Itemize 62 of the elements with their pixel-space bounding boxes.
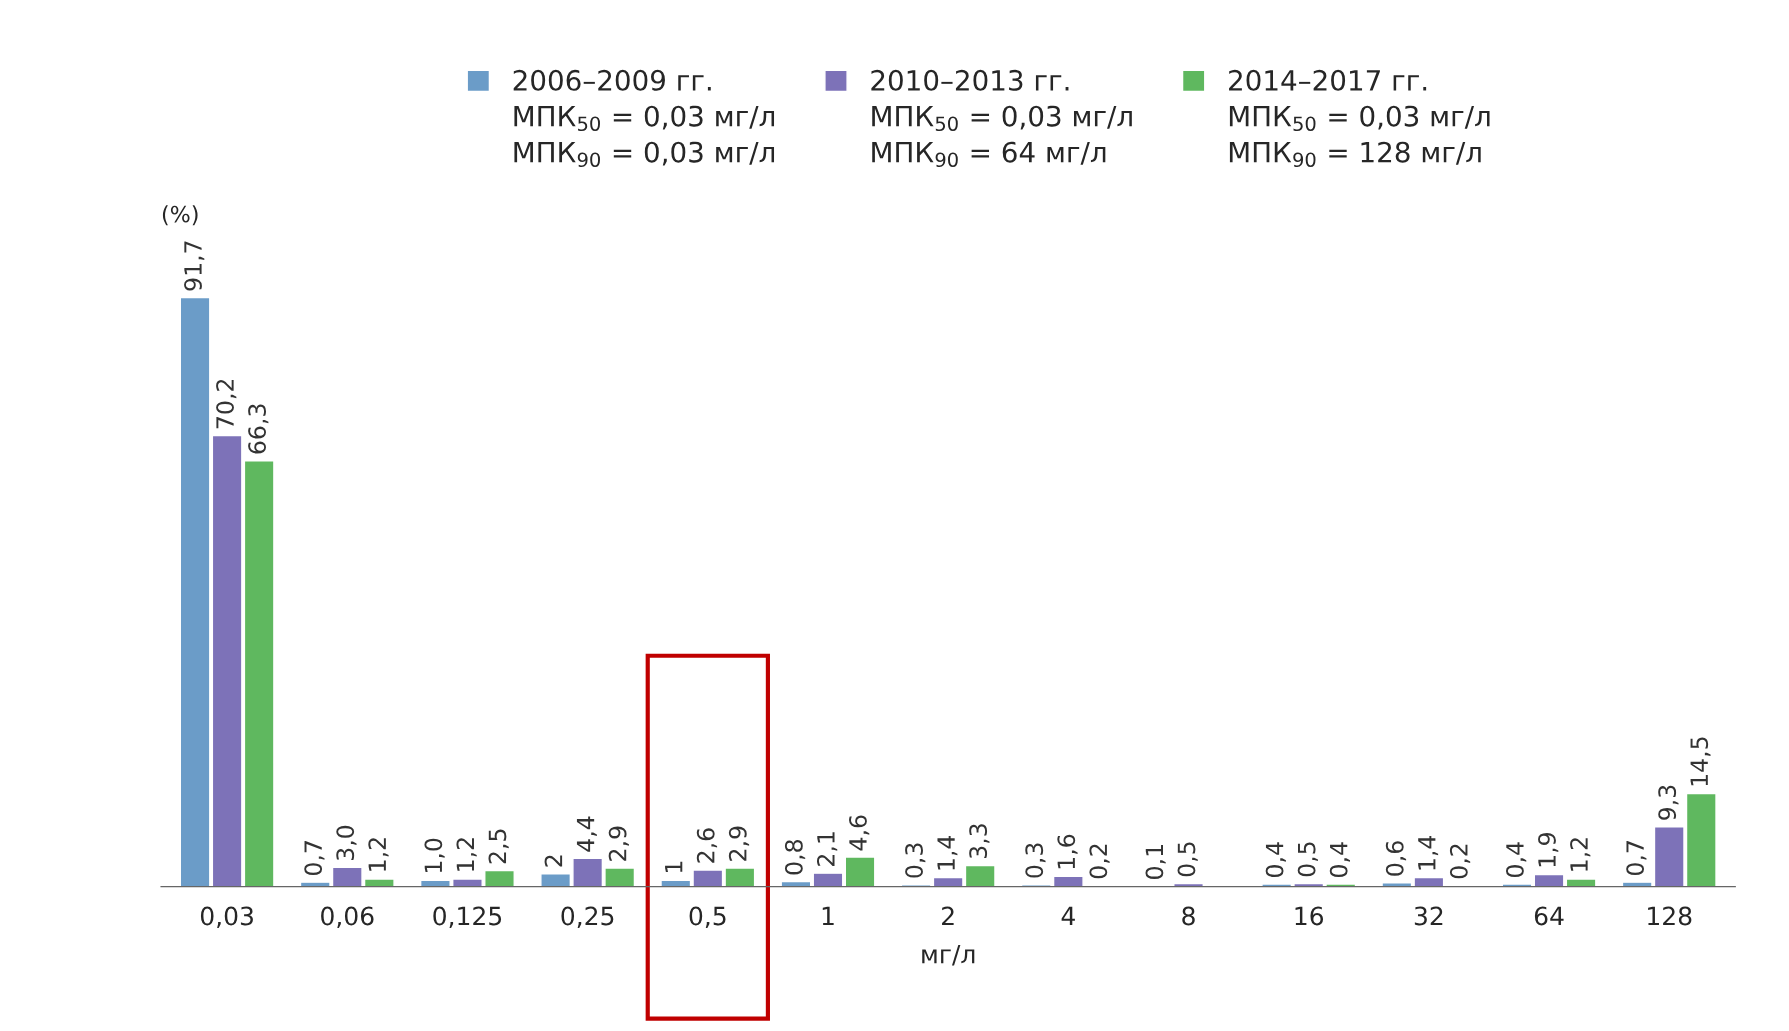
data-label: 1,2: [1570, 838, 1591, 871]
text: МПК$_{50}$ = 0,03 мг/л: [514, 105, 775, 132]
data-label: 91,7: [184, 241, 205, 291]
x-tick-label: 0,5: [689, 906, 726, 929]
data-label: 0,4: [1265, 842, 1286, 877]
data-label: 2,9: [728, 826, 750, 861]
x-tick-label: 1: [822, 906, 834, 926]
y-axis-title: (%): [162, 205, 198, 226]
data-label: 0,6: [1385, 841, 1407, 876]
data-label: 0,5: [1177, 842, 1198, 877]
data-label: 0,2: [1089, 844, 1110, 879]
data-label: 9,3: [1658, 785, 1679, 820]
text: МПК$_{50}$ = 0,03 мг/л: [872, 105, 1132, 132]
data-label: 2,6: [696, 828, 718, 863]
data-label: 4,6: [849, 815, 870, 851]
data-label: 0,4: [1506, 842, 1527, 877]
text: МПК$_{50}$ = 0,03 мг/л: [1229, 105, 1490, 132]
data-label: 4,4: [576, 816, 597, 852]
x-tick-label: 8: [1182, 906, 1195, 926]
data-label: 3,0: [336, 825, 357, 861]
data-label: 1,9: [1538, 833, 1559, 867]
x-tick-label: 0,06: [321, 906, 374, 929]
data-label: 0,3: [1025, 843, 1046, 878]
data-label: 66,3: [248, 404, 269, 454]
data-label: 1,4: [937, 835, 958, 870]
x-tick-label: 4: [1061, 906, 1075, 926]
data-label: 1,6: [1057, 834, 1078, 869]
legend-label: 2006–2009 гг.: [513, 69, 711, 91]
x-tick-label: 16: [1295, 906, 1324, 926]
text: МПК$_{90}$ = 128 мг/л: [1229, 141, 1481, 168]
legend-label: 2010–2013 гг.: [871, 69, 1069, 91]
x-tick-label: 0,03: [200, 906, 253, 929]
data-label: 2: [544, 855, 563, 867]
data-label: 2,1: [816, 832, 838, 866]
data-label: 3,3: [969, 824, 990, 859]
data-label: 1,2: [368, 838, 389, 871]
data-label: 1,2: [456, 838, 477, 871]
data-label: 1,4: [1418, 835, 1439, 870]
data-label: 0,4: [1329, 842, 1351, 877]
data-label: 0,3: [905, 843, 926, 878]
data-label: 1,0: [424, 838, 445, 873]
data-label: 0,5: [1297, 842, 1318, 877]
x-tick-label: 2: [942, 906, 954, 926]
data-label: 0,7: [1626, 841, 1647, 876]
data-label: 0,8: [784, 840, 806, 875]
x-tick-label: 0,125: [433, 906, 502, 929]
data-label: 70,2: [216, 379, 237, 429]
data-label: 0,7: [304, 841, 325, 876]
text: МПК$_{90}$ = 0,03 мг/л: [514, 141, 775, 168]
x-tick-label: 128: [1648, 906, 1692, 926]
data-label: 1: [665, 861, 683, 873]
x-tick-label: 0,25: [561, 906, 614, 929]
data-label: 0,1: [1145, 845, 1166, 879]
data-label: 2,9: [608, 826, 629, 861]
x-tick-label: 32: [1414, 906, 1443, 926]
legend-label: 2014–2017 гг.: [1229, 69, 1427, 91]
data-label: 0,2: [1449, 844, 1471, 879]
x-axis-title: мг/л: [922, 944, 975, 966]
data-label: 14,5: [1690, 737, 1711, 786]
text: МПК$_{90}$ = 64 мг/л: [872, 141, 1106, 168]
x-tick-label: 64: [1534, 906, 1564, 926]
data-label: 2,5: [488, 829, 509, 864]
